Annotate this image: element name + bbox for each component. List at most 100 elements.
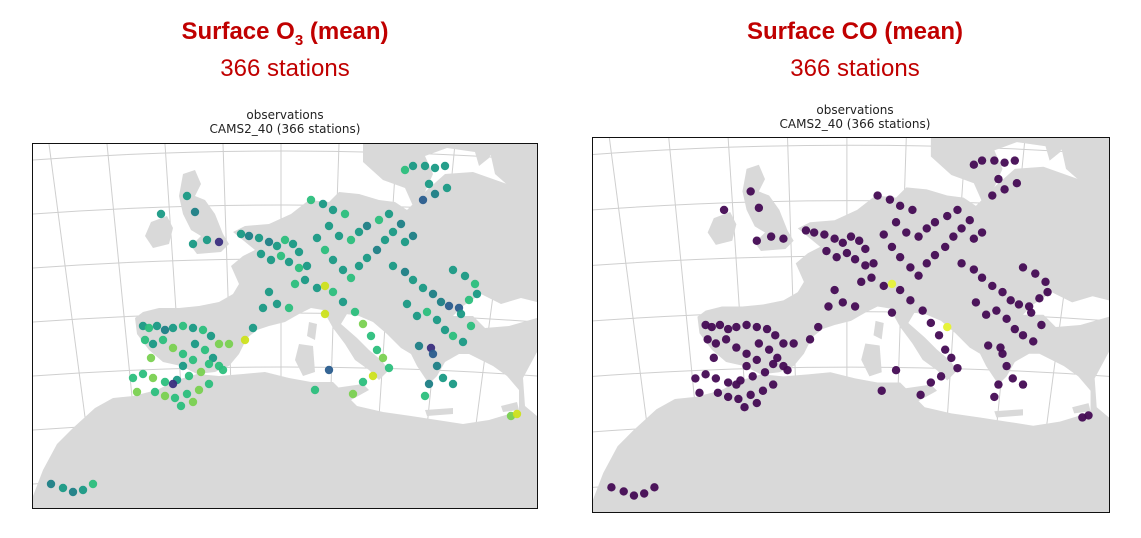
station-marker <box>418 195 428 205</box>
map-o3-canvas <box>33 144 537 508</box>
station-marker <box>854 236 864 245</box>
land-europe-africa <box>33 172 537 508</box>
land-europe-africa <box>593 166 1109 512</box>
station-marker <box>378 353 388 363</box>
station-marker <box>1084 411 1093 420</box>
station-marker <box>340 209 350 219</box>
station-marker <box>838 238 848 248</box>
station-marker <box>302 261 312 271</box>
station-marker <box>194 385 204 395</box>
station-marker <box>861 261 870 270</box>
station-marker <box>256 249 266 259</box>
station-marker <box>820 230 829 239</box>
station-marker <box>88 479 98 489</box>
map-o3 <box>32 143 538 509</box>
land-scandinavia <box>930 138 1066 202</box>
station-marker <box>400 237 410 247</box>
land-great-britain <box>742 164 794 252</box>
station-marker <box>1014 300 1024 309</box>
station-marker <box>78 485 88 495</box>
station-marker <box>1010 156 1020 165</box>
station-marker <box>977 273 987 282</box>
station-marker <box>914 271 923 280</box>
station-marker <box>789 339 798 348</box>
station-marker <box>284 257 294 267</box>
station-marker <box>272 241 282 251</box>
station-marker <box>832 252 841 262</box>
station-marker <box>992 306 1001 315</box>
station-marker <box>198 325 208 335</box>
station-marker <box>418 283 428 293</box>
station-marker <box>240 335 250 345</box>
station-marker <box>358 377 368 387</box>
station-marker <box>740 402 749 412</box>
station-marker <box>771 331 780 340</box>
station-marker <box>1002 314 1011 324</box>
station-count: 366 stations <box>220 55 350 82</box>
station-marker <box>272 299 282 309</box>
station-marker <box>280 235 290 245</box>
station-marker <box>891 366 901 375</box>
station-marker <box>412 311 422 321</box>
land <box>33 144 537 508</box>
station-marker <box>1041 277 1050 287</box>
station-marker <box>998 287 1007 297</box>
station-marker <box>276 251 286 261</box>
station-marker <box>512 409 522 419</box>
station-marker <box>168 343 178 353</box>
stations <box>607 156 1093 500</box>
station-marker <box>460 271 470 281</box>
station-marker <box>629 491 639 500</box>
station-marker <box>742 361 751 371</box>
station-marker <box>908 205 917 215</box>
station-marker <box>338 297 348 307</box>
land-ireland <box>145 216 173 248</box>
station-marker <box>414 341 424 351</box>
station-marker <box>348 389 358 399</box>
station-marker <box>983 341 993 350</box>
station-marker <box>850 255 860 264</box>
station-marker <box>768 359 778 369</box>
station-marker <box>990 392 999 402</box>
station-marker <box>732 343 741 352</box>
station-marker <box>783 366 792 375</box>
station-marker <box>943 211 952 221</box>
station-marker <box>424 379 434 389</box>
land-scandinavia <box>363 144 495 206</box>
station-marker <box>384 363 394 373</box>
station-marker <box>885 195 895 204</box>
station-marker <box>350 307 360 317</box>
station-marker <box>957 224 966 233</box>
land <box>593 138 1109 512</box>
station-marker <box>432 315 442 325</box>
station-marker <box>752 355 762 365</box>
station-marker <box>178 349 188 359</box>
station-marker <box>46 479 56 489</box>
station-marker <box>284 303 294 313</box>
station-marker <box>430 163 440 173</box>
parallel-line <box>593 144 1109 155</box>
station-marker <box>204 359 214 369</box>
station-marker <box>440 161 450 171</box>
station-marker <box>248 323 258 333</box>
station-marker <box>324 221 334 231</box>
station-marker <box>144 323 154 333</box>
station-marker <box>1010 324 1020 334</box>
station-marker <box>988 281 997 291</box>
station-marker <box>1000 158 1009 167</box>
station-marker <box>208 353 218 363</box>
station-marker <box>801 226 811 235</box>
station-marker <box>701 370 710 379</box>
station-marker <box>294 263 304 273</box>
station-marker <box>320 245 330 255</box>
parallel-line <box>33 366 537 377</box>
station-marker <box>184 371 194 381</box>
station-marker <box>1012 179 1022 188</box>
station-marker <box>830 285 839 295</box>
station-marker <box>998 349 1007 358</box>
station-marker <box>742 349 751 358</box>
station-marker <box>707 322 716 332</box>
station-marker <box>873 191 882 200</box>
station-marker <box>420 161 430 171</box>
station-marker <box>396 219 406 229</box>
